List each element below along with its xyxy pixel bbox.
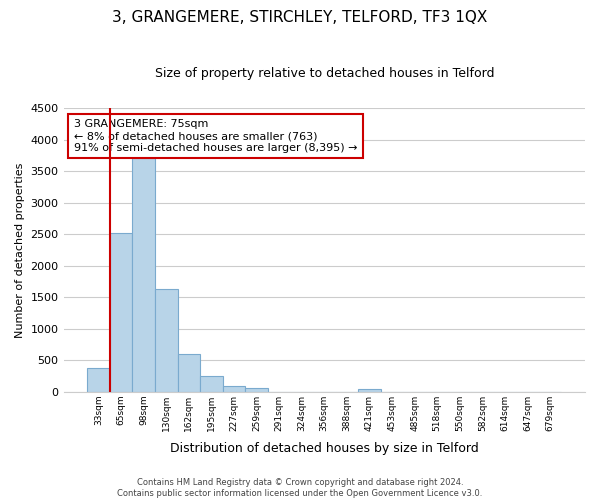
Bar: [155, 289, 178, 392]
Bar: [87, 368, 110, 392]
Bar: [245, 388, 268, 392]
Bar: [178, 354, 200, 392]
Bar: [110, 233, 133, 392]
Y-axis label: Number of detached properties: Number of detached properties: [15, 162, 25, 338]
Text: 3, GRANGEMERE, STIRCHLEY, TELFORD, TF3 1QX: 3, GRANGEMERE, STIRCHLEY, TELFORD, TF3 1…: [112, 10, 488, 25]
Title: Size of property relative to detached houses in Telford: Size of property relative to detached ho…: [155, 68, 494, 80]
Bar: [200, 376, 223, 392]
Bar: [358, 389, 381, 392]
X-axis label: Distribution of detached houses by size in Telford: Distribution of detached houses by size …: [170, 442, 479, 455]
Bar: [133, 158, 155, 392]
Bar: [223, 386, 245, 392]
Text: Contains HM Land Registry data © Crown copyright and database right 2024.
Contai: Contains HM Land Registry data © Crown c…: [118, 478, 482, 498]
Text: 3 GRANGEMERE: 75sqm
← 8% of detached houses are smaller (763)
91% of semi-detach: 3 GRANGEMERE: 75sqm ← 8% of detached hou…: [74, 120, 358, 152]
